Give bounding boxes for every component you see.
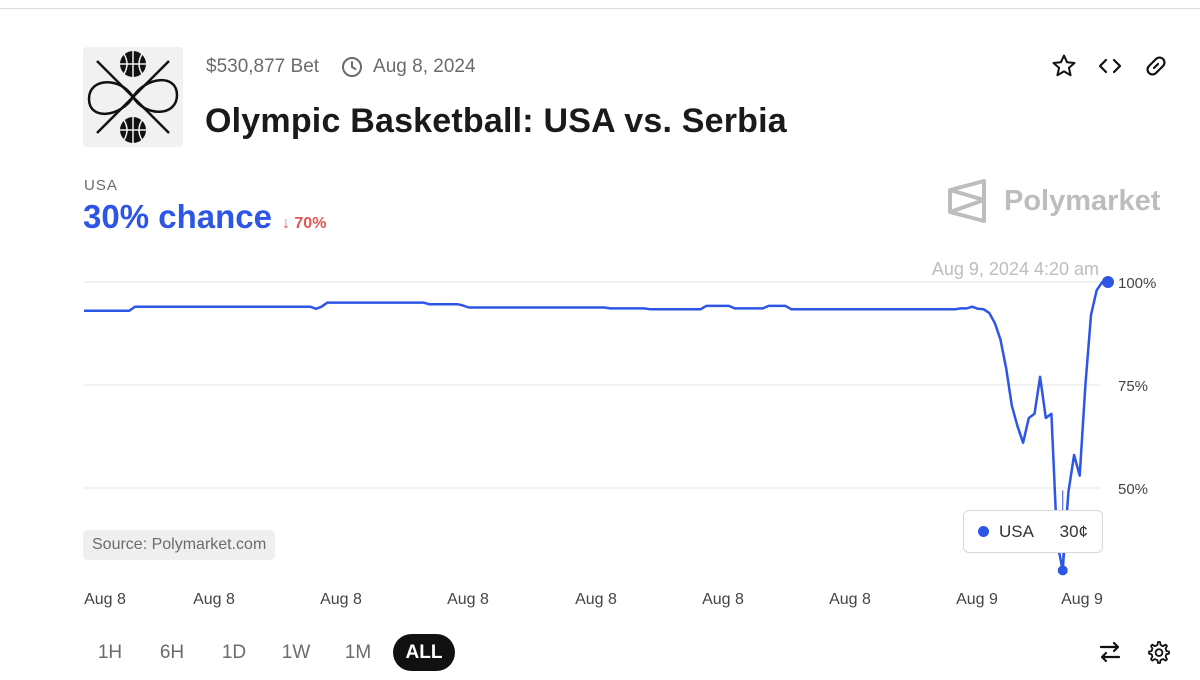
tooltip-series-name: USA [999,521,1034,541]
embed-code-icon[interactable] [1096,52,1124,80]
range-1m[interactable]: 1M [344,641,372,663]
chance-delta: ↓ 70% [281,215,327,232]
x-tick-label: Aug 9 [1061,591,1103,608]
x-tick-label: Aug 8 [84,591,126,608]
header-actions [1050,52,1170,80]
link-icon[interactable] [1142,52,1170,80]
y-tick-label: 100% [1118,275,1156,292]
range-6h[interactable]: 6H [159,641,185,663]
settings-icon[interactable] [1144,638,1172,666]
chart-toolbar [1096,638,1172,666]
hover-timestamp: Aug 9, 2024 4:20 am [932,259,1099,279]
outcome-label: USA [84,177,118,194]
x-tick-label: Aug 8 [193,591,235,608]
x-tick-label: Aug 9 [956,591,998,608]
tooltip-value: 30¢ [1059,521,1088,541]
source-label: Source: Polymarket.com [83,530,276,560]
x-tick-label: Aug 8 [829,591,871,608]
chart-tooltip: USA 30¢ [963,510,1103,553]
price-chart[interactable]: 50% 75% 100% Aug 8 Aug 8 Aug 8 Aug 8 Aug 8 Aug … [0,0,1200,620]
market-logo [83,47,183,147]
tooltip-series-dot [978,526,989,537]
hover-marker [1057,565,1068,576]
x-tick-label: Aug 8 [447,591,489,608]
range-all[interactable]: ALL [393,634,455,671]
y-tick-label: 75% [1118,378,1148,395]
x-tick-label: Aug 8 [702,591,744,608]
range-1d[interactable]: 1D [221,641,247,663]
top-divider [0,8,1200,9]
time-range-selector: 1H 6H 1D 1W 1M ALL [83,634,463,671]
chance-value: 30% chance [83,198,272,235]
polymarket-logo-icon [948,179,986,223]
range-1w[interactable]: 1W [281,641,311,663]
star-icon[interactable] [1050,52,1078,80]
market-date: Aug 8, 2024 [373,56,476,77]
range-1h[interactable]: 1H [97,641,123,663]
x-tick-label: Aug 8 [575,591,617,608]
series-line-usa [84,280,1108,572]
series-end-marker [1102,276,1114,288]
chance-row: 30% chance ↓ 70% [83,198,326,236]
volume-label: $530,877 Bet [206,56,320,77]
market-title: Olympic Basketball: USA vs. Serbia [205,102,787,140]
market-meta: $530,877 Bet Aug 8, 2024 [206,53,476,81]
y-tick-label: 50% [1118,481,1148,498]
swap-icon[interactable] [1096,638,1124,666]
x-tick-label: Aug 8 [320,591,362,608]
polymarket-brand: Polymarket [946,178,1160,224]
brand-name: Polymarket [1004,184,1161,217]
clock-icon [341,56,363,78]
